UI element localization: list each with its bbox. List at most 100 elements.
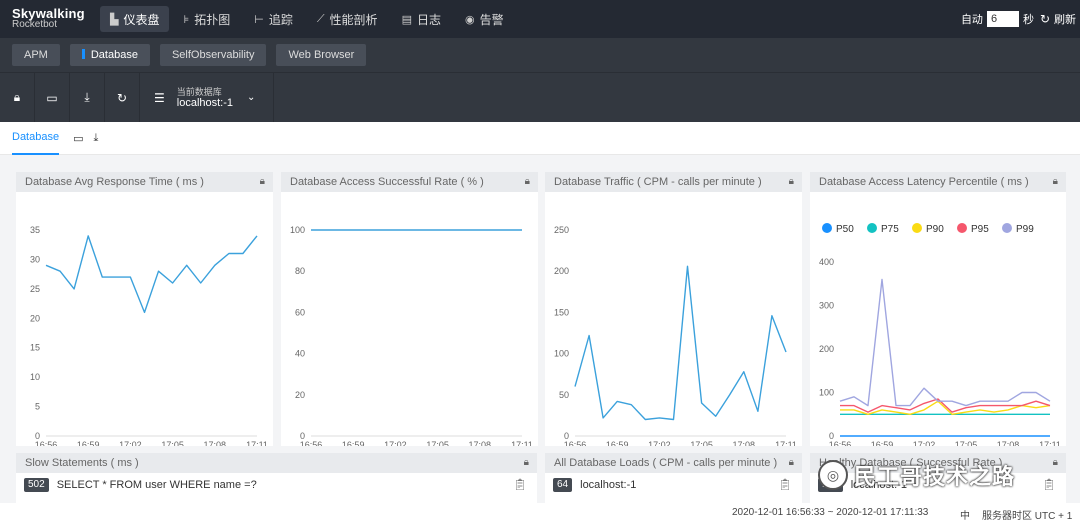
y-tick-label: 300 [819, 301, 834, 311]
nav-item-profile[interactable]: ⟋ 性能剖析 [307, 6, 388, 32]
refresh-button[interactable]: 刷新 [1054, 14, 1076, 26]
nav-item-label: 拓扑图 [194, 12, 231, 27]
nav-item-trace[interactable]: ⊢ 追踪 [244, 6, 303, 32]
y-tick-label: 10 [30, 372, 40, 382]
wechat-icon: ◎ [818, 460, 848, 490]
legend-marker[interactable] [822, 223, 832, 233]
lock-icon[interactable]: 🔒︎ [788, 457, 794, 468]
tab-apm[interactable]: APM [12, 44, 60, 66]
legend-label[interactable]: P99 [1016, 224, 1034, 235]
clipboard-icon[interactable]: 📋︎ [513, 479, 527, 491]
profile-icon: ⟋ [316, 12, 325, 25]
auto-refresh-input[interactable]: 6 [986, 11, 1019, 27]
y-tick-label: 60 [295, 307, 305, 317]
legend-label[interactable]: P95 [971, 224, 989, 235]
chart-latency: 0 100 200 300 400 16:5612-01 16:5912-01 17:0212… [819, 223, 1062, 460]
chevron-down-icon: ⌄ [247, 92, 256, 103]
lock-icon[interactable]: 🔒︎ [1052, 176, 1058, 187]
y-tick-label: 150 [554, 307, 569, 317]
x-tick-label: 16:5612-01 [299, 440, 322, 446]
legend-marker[interactable] [1002, 223, 1012, 233]
panel-header: Slow Statements ( ms ) 🔒︎ [16, 453, 537, 473]
y-tick-label: 200 [554, 266, 569, 276]
panel-success-rate: Database Access Successful Rate ( % ) 🔒︎… [281, 172, 538, 460]
logo-title: Skywalking [12, 6, 85, 21]
tab-dashboard-database[interactable]: Database [12, 122, 60, 155]
clipboard-icon[interactable]: 📋︎ [1042, 479, 1056, 491]
reload-button[interactable]: ↻ [105, 72, 140, 123]
y-tick-label: 80 [295, 266, 305, 276]
tab-web-browser[interactable]: Web Browser [276, 44, 367, 66]
lock-button[interactable]: 🔒︎ [0, 72, 35, 123]
refresh-controls: 自动 6 秒 ↻ 刷新 [961, 0, 1080, 38]
lock-icon[interactable]: 🔒︎ [788, 176, 794, 187]
x-tick-label: 17:0812-01 [996, 440, 1019, 446]
lock-icon[interactable]: 🔒︎ [523, 457, 529, 468]
y-tick-label: 35 [30, 225, 40, 235]
series-line[interactable] [45, 235, 258, 314]
y-tick-label: 50 [559, 390, 569, 400]
lock-icon[interactable]: 🔒︎ [1052, 457, 1058, 468]
value-badge: 502 [24, 478, 49, 492]
topology-icon: ⊧ [183, 13, 190, 26]
nav-item-log[interactable]: ▤ 日志 [392, 6, 451, 32]
value-badge: 64 [553, 478, 573, 492]
legend-label[interactable]: P90 [926, 224, 944, 235]
y-tick-label: 25 [30, 284, 40, 294]
nav-item-label: 日志 [416, 12, 441, 27]
nav-item-label: 性能剖析 [329, 12, 378, 27]
watermark-text: 民工哥技术之路 [854, 464, 1016, 489]
y-tick-label: 20 [295, 390, 305, 400]
chart-traffic: 0 50 100 150 200 250 16:5612-01 16:5912-01 17:02… [554, 225, 798, 460]
panel-title: Healthy Database ( Successful Rate ) [819, 457, 1003, 469]
legend-label[interactable]: P75 [881, 224, 899, 235]
y-tick-label: 100 [290, 225, 305, 235]
panel-title: Database Traffic ( CPM - calls per minut… [554, 176, 762, 188]
download-button[interactable]: ⤓ [70, 72, 105, 123]
list-item[interactable]: 502 SELECT * FROM user WHERE name =? 📋︎ [16, 473, 537, 497]
y-tick-label: 200 [819, 344, 834, 354]
lock-icon[interactable]: 🔒︎ [259, 176, 265, 187]
panel-header: All Database Loads ( CPM - calls per min… [545, 453, 802, 473]
trace-icon: ⊢ [254, 13, 264, 26]
language-toggle[interactable]: 中 [960, 511, 970, 521]
series-line[interactable] [840, 400, 1051, 416]
nav-item-topology[interactable]: ⊧ 拓扑图 [173, 6, 240, 32]
list-item[interactable]: 64 localhost:-1 📋︎ [545, 473, 802, 497]
time-range[interactable]: 2020-12-01 16:56:33 ~ 2020-12-01 17:11:3… [732, 507, 929, 518]
series-line[interactable] [839, 278, 1051, 407]
x-tick-label: 17:1112-01 [245, 440, 268, 446]
folder-icon[interactable]: ▭ [73, 132, 84, 145]
logo: Skywalking Rocketbot [0, 6, 100, 30]
seconds-label: 秒 [1022, 14, 1034, 26]
series-line[interactable] [840, 398, 1051, 413]
db-name: localhost:-1 [850, 479, 907, 491]
y-tick-label: 400 [819, 257, 834, 267]
legend-marker[interactable] [957, 223, 967, 233]
y-tick-label: 20 [30, 313, 40, 323]
x-tick-label: 16:5912-01 [77, 440, 100, 446]
statement-text: SELECT * FROM user WHERE name =? [56, 479, 257, 491]
series-line[interactable] [574, 265, 787, 421]
download-icon[interactable]: ⤓ [93, 131, 99, 144]
lock-icon[interactable]: 🔒︎ [524, 176, 530, 187]
server-timezone: 服务器时区 UTC + 1 [982, 511, 1073, 521]
database-selector[interactable]: ☰ 当前数据库 localhost:-1 ⌄ [140, 72, 275, 123]
folder-button[interactable]: ▭ [35, 72, 70, 123]
top-nav: Skywalking Rocketbot ▙ 仪表盘 ⊧ 拓扑图 ⊢ 追踪 ⟋ … [0, 0, 1080, 38]
panel-header: Database Access Successful Rate ( % ) 🔒︎ [281, 172, 538, 192]
legend-label[interactable]: P50 [836, 224, 854, 235]
x-tick-label: 16:5912-01 [870, 440, 893, 446]
legend-marker[interactable] [912, 223, 922, 233]
tab-selfobservability[interactable]: SelfObservability [159, 44, 267, 66]
legend-marker[interactable] [867, 223, 877, 233]
y-tick-label: 30 [30, 254, 40, 264]
nav-item-dashboard[interactable]: ▙ 仪表盘 [100, 6, 170, 32]
clipboard-icon[interactable]: 📋︎ [778, 479, 792, 491]
x-tick-label: 16:5912-01 [606, 440, 629, 446]
nav-item-alarm[interactable]: ◉ 告警 [455, 6, 514, 32]
tab-database[interactable]: Database [69, 44, 150, 66]
download-icon: ⤓ [84, 90, 90, 104]
refresh-icon[interactable]: ↻ [1039, 12, 1050, 26]
x-tick-label: 16:5912-01 [342, 440, 365, 446]
